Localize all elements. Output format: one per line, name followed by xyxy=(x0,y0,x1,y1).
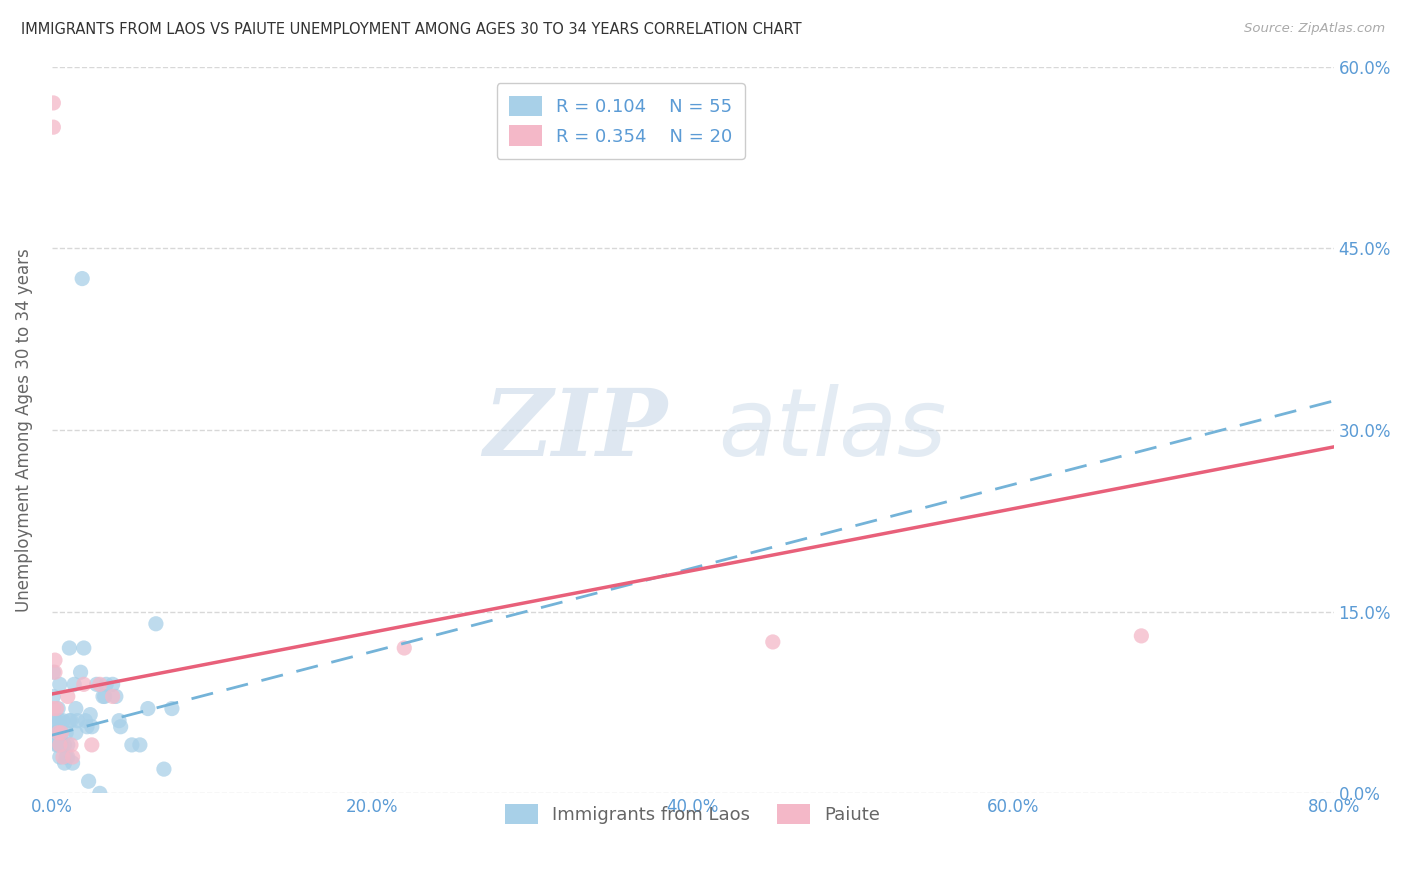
Point xyxy=(42,120,65,135)
Point xyxy=(42,701,65,715)
Point xyxy=(110,720,132,734)
Point xyxy=(762,635,785,649)
Point xyxy=(65,701,87,715)
Point xyxy=(93,690,115,704)
Point xyxy=(65,726,87,740)
Point xyxy=(66,714,89,728)
Point xyxy=(69,665,91,680)
Point xyxy=(62,750,84,764)
Point xyxy=(53,756,76,770)
Point xyxy=(44,714,66,728)
Text: ZIP: ZIP xyxy=(482,385,666,475)
Point xyxy=(62,756,84,770)
Point xyxy=(89,786,111,800)
Point xyxy=(44,665,66,680)
Point xyxy=(46,726,69,740)
Point xyxy=(44,726,66,740)
Point xyxy=(56,750,79,764)
Point xyxy=(91,690,114,704)
Point xyxy=(104,690,127,704)
Point xyxy=(73,677,96,691)
Point xyxy=(121,738,143,752)
Point xyxy=(89,677,111,691)
Point xyxy=(51,726,73,740)
Point xyxy=(80,738,103,752)
Point xyxy=(46,738,69,752)
Text: atlas: atlas xyxy=(718,384,946,475)
Point xyxy=(53,738,76,752)
Point xyxy=(80,720,103,734)
Point xyxy=(49,714,72,728)
Point xyxy=(55,726,77,740)
Point xyxy=(45,701,67,715)
Point xyxy=(42,690,65,704)
Point xyxy=(73,640,96,655)
Point xyxy=(55,750,77,764)
Point xyxy=(136,701,159,715)
Point xyxy=(59,714,82,728)
Point xyxy=(79,707,101,722)
Point xyxy=(49,677,72,691)
Point xyxy=(86,677,108,691)
Point xyxy=(160,701,183,715)
Point xyxy=(96,677,118,691)
Point xyxy=(56,738,79,752)
Point xyxy=(42,95,65,110)
Point xyxy=(45,726,67,740)
Point xyxy=(46,726,69,740)
Point xyxy=(52,750,75,764)
Point xyxy=(75,714,97,728)
Point xyxy=(58,640,80,655)
Point xyxy=(44,653,66,667)
Point xyxy=(42,665,65,680)
Point xyxy=(58,714,80,728)
Point xyxy=(76,720,98,734)
Point xyxy=(45,738,67,752)
Point xyxy=(101,677,124,691)
Point xyxy=(101,690,124,704)
Point xyxy=(52,714,75,728)
Point xyxy=(49,750,72,764)
Point xyxy=(1130,629,1153,643)
Point xyxy=(153,762,176,776)
Point xyxy=(51,726,73,740)
Point xyxy=(49,738,72,752)
Point xyxy=(52,738,75,752)
Text: Source: ZipAtlas.com: Source: ZipAtlas.com xyxy=(1244,22,1385,36)
Point xyxy=(56,690,79,704)
Text: IMMIGRANTS FROM LAOS VS PAIUTE UNEMPLOYMENT AMONG AGES 30 TO 34 YEARS CORRELATIO: IMMIGRANTS FROM LAOS VS PAIUTE UNEMPLOYM… xyxy=(21,22,801,37)
Point xyxy=(128,738,150,752)
Point xyxy=(63,677,86,691)
Legend: Immigrants from Laos, Paiute: Immigrants from Laos, Paiute xyxy=(495,793,891,835)
Point xyxy=(51,738,73,752)
Point xyxy=(70,271,93,285)
Point xyxy=(394,640,416,655)
Point xyxy=(46,701,69,715)
Point xyxy=(145,616,167,631)
Point xyxy=(77,774,100,789)
Point xyxy=(49,738,72,752)
Point xyxy=(59,738,82,752)
Point xyxy=(108,714,131,728)
Point xyxy=(45,714,67,728)
Y-axis label: Unemployment Among Ages 30 to 34 years: Unemployment Among Ages 30 to 34 years xyxy=(15,248,32,612)
